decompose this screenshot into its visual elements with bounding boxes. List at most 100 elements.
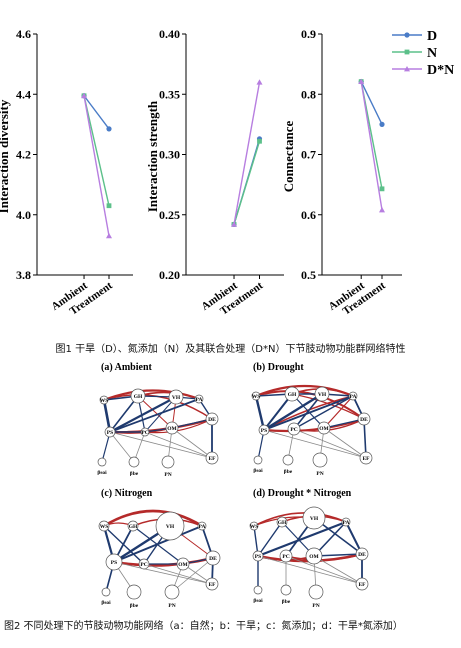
node-βsoi bbox=[253, 585, 263, 595]
y-tick-label: 3.8 bbox=[16, 268, 31, 282]
network-panel-4: WS GH VH PA DE PS PC OM EF βsoi βbe PN bbox=[249, 506, 369, 609]
edge-GH-PS bbox=[257, 521, 283, 557]
node-label-PN: PN bbox=[316, 471, 323, 477]
node-label-EF: EF bbox=[208, 456, 216, 462]
node-label-PS: PS bbox=[261, 428, 267, 434]
legend: DN D*N bbox=[392, 29, 454, 78]
node-DE bbox=[205, 412, 219, 426]
node-DE bbox=[355, 547, 369, 561]
node-GH bbox=[127, 520, 139, 532]
node-OM bbox=[165, 421, 179, 435]
node-OM bbox=[317, 421, 331, 435]
edge-PC-EF bbox=[144, 431, 213, 459]
legend-marker-D bbox=[404, 32, 410, 38]
node-label-βsoi: βsoi bbox=[101, 600, 111, 606]
edge-PS-EF bbox=[263, 429, 367, 459]
node-label-VH: VH bbox=[166, 524, 175, 530]
node-VH bbox=[155, 511, 185, 541]
node-label-PA: PA bbox=[350, 394, 357, 400]
node-label-EF: EF bbox=[362, 456, 370, 462]
node-label-PS: PS bbox=[255, 554, 261, 560]
node-DE bbox=[205, 550, 221, 566]
figure-1-caption: 图1 干旱（D）、氮添加（N）及其联合处理（D*N）下节肢动物功能群网络特性 bbox=[55, 344, 406, 355]
node-βsoi bbox=[253, 455, 263, 465]
chart-3: 0.50.60.70.80.9AmbientTreatmentConnectan… bbox=[281, 27, 402, 318]
node-label-PC: PC bbox=[141, 430, 148, 436]
node-label-VH: VH bbox=[318, 392, 327, 398]
y-tick-label: 0.8 bbox=[301, 87, 316, 101]
edge-PC-DE bbox=[144, 418, 213, 434]
node-label-GH: GH bbox=[134, 394, 143, 400]
series-line-D*N bbox=[360, 81, 383, 211]
chart-2: 0.200.250.300.350.40AmbientTreatmentInte… bbox=[145, 27, 284, 318]
node-label-βbe: βbe bbox=[130, 471, 139, 477]
edge-WS-PA bbox=[253, 512, 347, 527]
legend-marker-D*N bbox=[404, 66, 410, 72]
node-label-GH: GH bbox=[129, 524, 138, 530]
point-D*N bbox=[256, 79, 263, 85]
y-axis-label: Connectance bbox=[281, 121, 296, 193]
series-line-N bbox=[233, 141, 261, 225]
node-label-WS: WS bbox=[250, 524, 259, 530]
node-EF bbox=[205, 451, 219, 465]
edge-PS-βbe bbox=[109, 431, 135, 463]
y-tick-label: 0.6 bbox=[301, 208, 316, 222]
node-PN bbox=[308, 584, 324, 600]
y-axis-label: Interaction diversity bbox=[0, 99, 11, 213]
edge-OM-EF bbox=[171, 427, 213, 459]
node-PC bbox=[279, 549, 293, 563]
figure-2-networks: WS GH VH PA DE PS PC OM EF βsoi βbe PN (a) Ambient WS… bbox=[97, 362, 373, 609]
y-tick-label: 4.0 bbox=[16, 208, 31, 222]
node-label-WS: WS bbox=[100, 524, 109, 530]
node-label-DE: DE bbox=[209, 556, 217, 562]
edge-PS-EF bbox=[109, 431, 213, 459]
edge-PC-EF bbox=[285, 555, 363, 585]
edge-PA-PS bbox=[256, 520, 348, 558]
node-label-βsoi: βsoi bbox=[97, 470, 107, 476]
node-βbe bbox=[126, 584, 142, 600]
node-label-OM: OM bbox=[167, 426, 177, 432]
series-line-N bbox=[83, 95, 110, 206]
point-D*N bbox=[106, 232, 112, 239]
node-label-PN: PN bbox=[312, 603, 319, 609]
edge-DE-PN bbox=[171, 557, 214, 593]
legend-label-N: N bbox=[427, 46, 437, 61]
network-panel-title: (a) Ambient bbox=[101, 362, 153, 373]
node-PS bbox=[252, 550, 264, 562]
node-label-DE: DE bbox=[358, 552, 366, 558]
node-EF bbox=[355, 577, 369, 591]
y-tick-label: 0.5 bbox=[301, 268, 316, 282]
series-line-D*N bbox=[233, 82, 261, 225]
edge-WS-PA bbox=[102, 509, 204, 528]
point-D*N bbox=[379, 206, 385, 213]
node-label-VH: VH bbox=[310, 516, 319, 522]
node-label-PC: PC bbox=[140, 562, 147, 568]
edge-DE-EF bbox=[363, 418, 367, 459]
node-label-VH: VH bbox=[172, 395, 181, 401]
network-panel-title: (d) Drought * Nitrogen bbox=[253, 488, 352, 499]
y-tick-label: 0.35 bbox=[159, 87, 180, 101]
node-βsoi bbox=[97, 457, 107, 467]
point-D bbox=[106, 126, 112, 132]
edge-GH-OM bbox=[291, 393, 325, 429]
edge-PC-EF bbox=[293, 428, 367, 459]
y-tick-label: 0.7 bbox=[301, 148, 316, 162]
legend-label-D: D bbox=[427, 29, 437, 44]
node-label-βbe: βbe bbox=[130, 603, 139, 609]
node-label-PN: PN bbox=[164, 472, 171, 478]
node-PC bbox=[140, 427, 150, 437]
point-N bbox=[106, 203, 112, 209]
node-PN bbox=[164, 584, 180, 600]
network-panel-3: WS GH VH PA DE PS PC OM EF βsoi βbe PN bbox=[98, 509, 221, 609]
point-N bbox=[257, 138, 262, 144]
edge-OM-EF bbox=[323, 427, 367, 459]
node-label-GH: GH bbox=[288, 392, 297, 398]
edge-PC-EF bbox=[143, 563, 213, 585]
node-label-PN: PN bbox=[168, 603, 175, 609]
node-label-WS: WS bbox=[100, 398, 109, 404]
edge-WS-PS bbox=[254, 394, 266, 432]
y-tick-label: 0.20 bbox=[159, 268, 180, 282]
y-tick-label: 4.4 bbox=[16, 87, 31, 101]
point-D*N bbox=[231, 221, 238, 227]
